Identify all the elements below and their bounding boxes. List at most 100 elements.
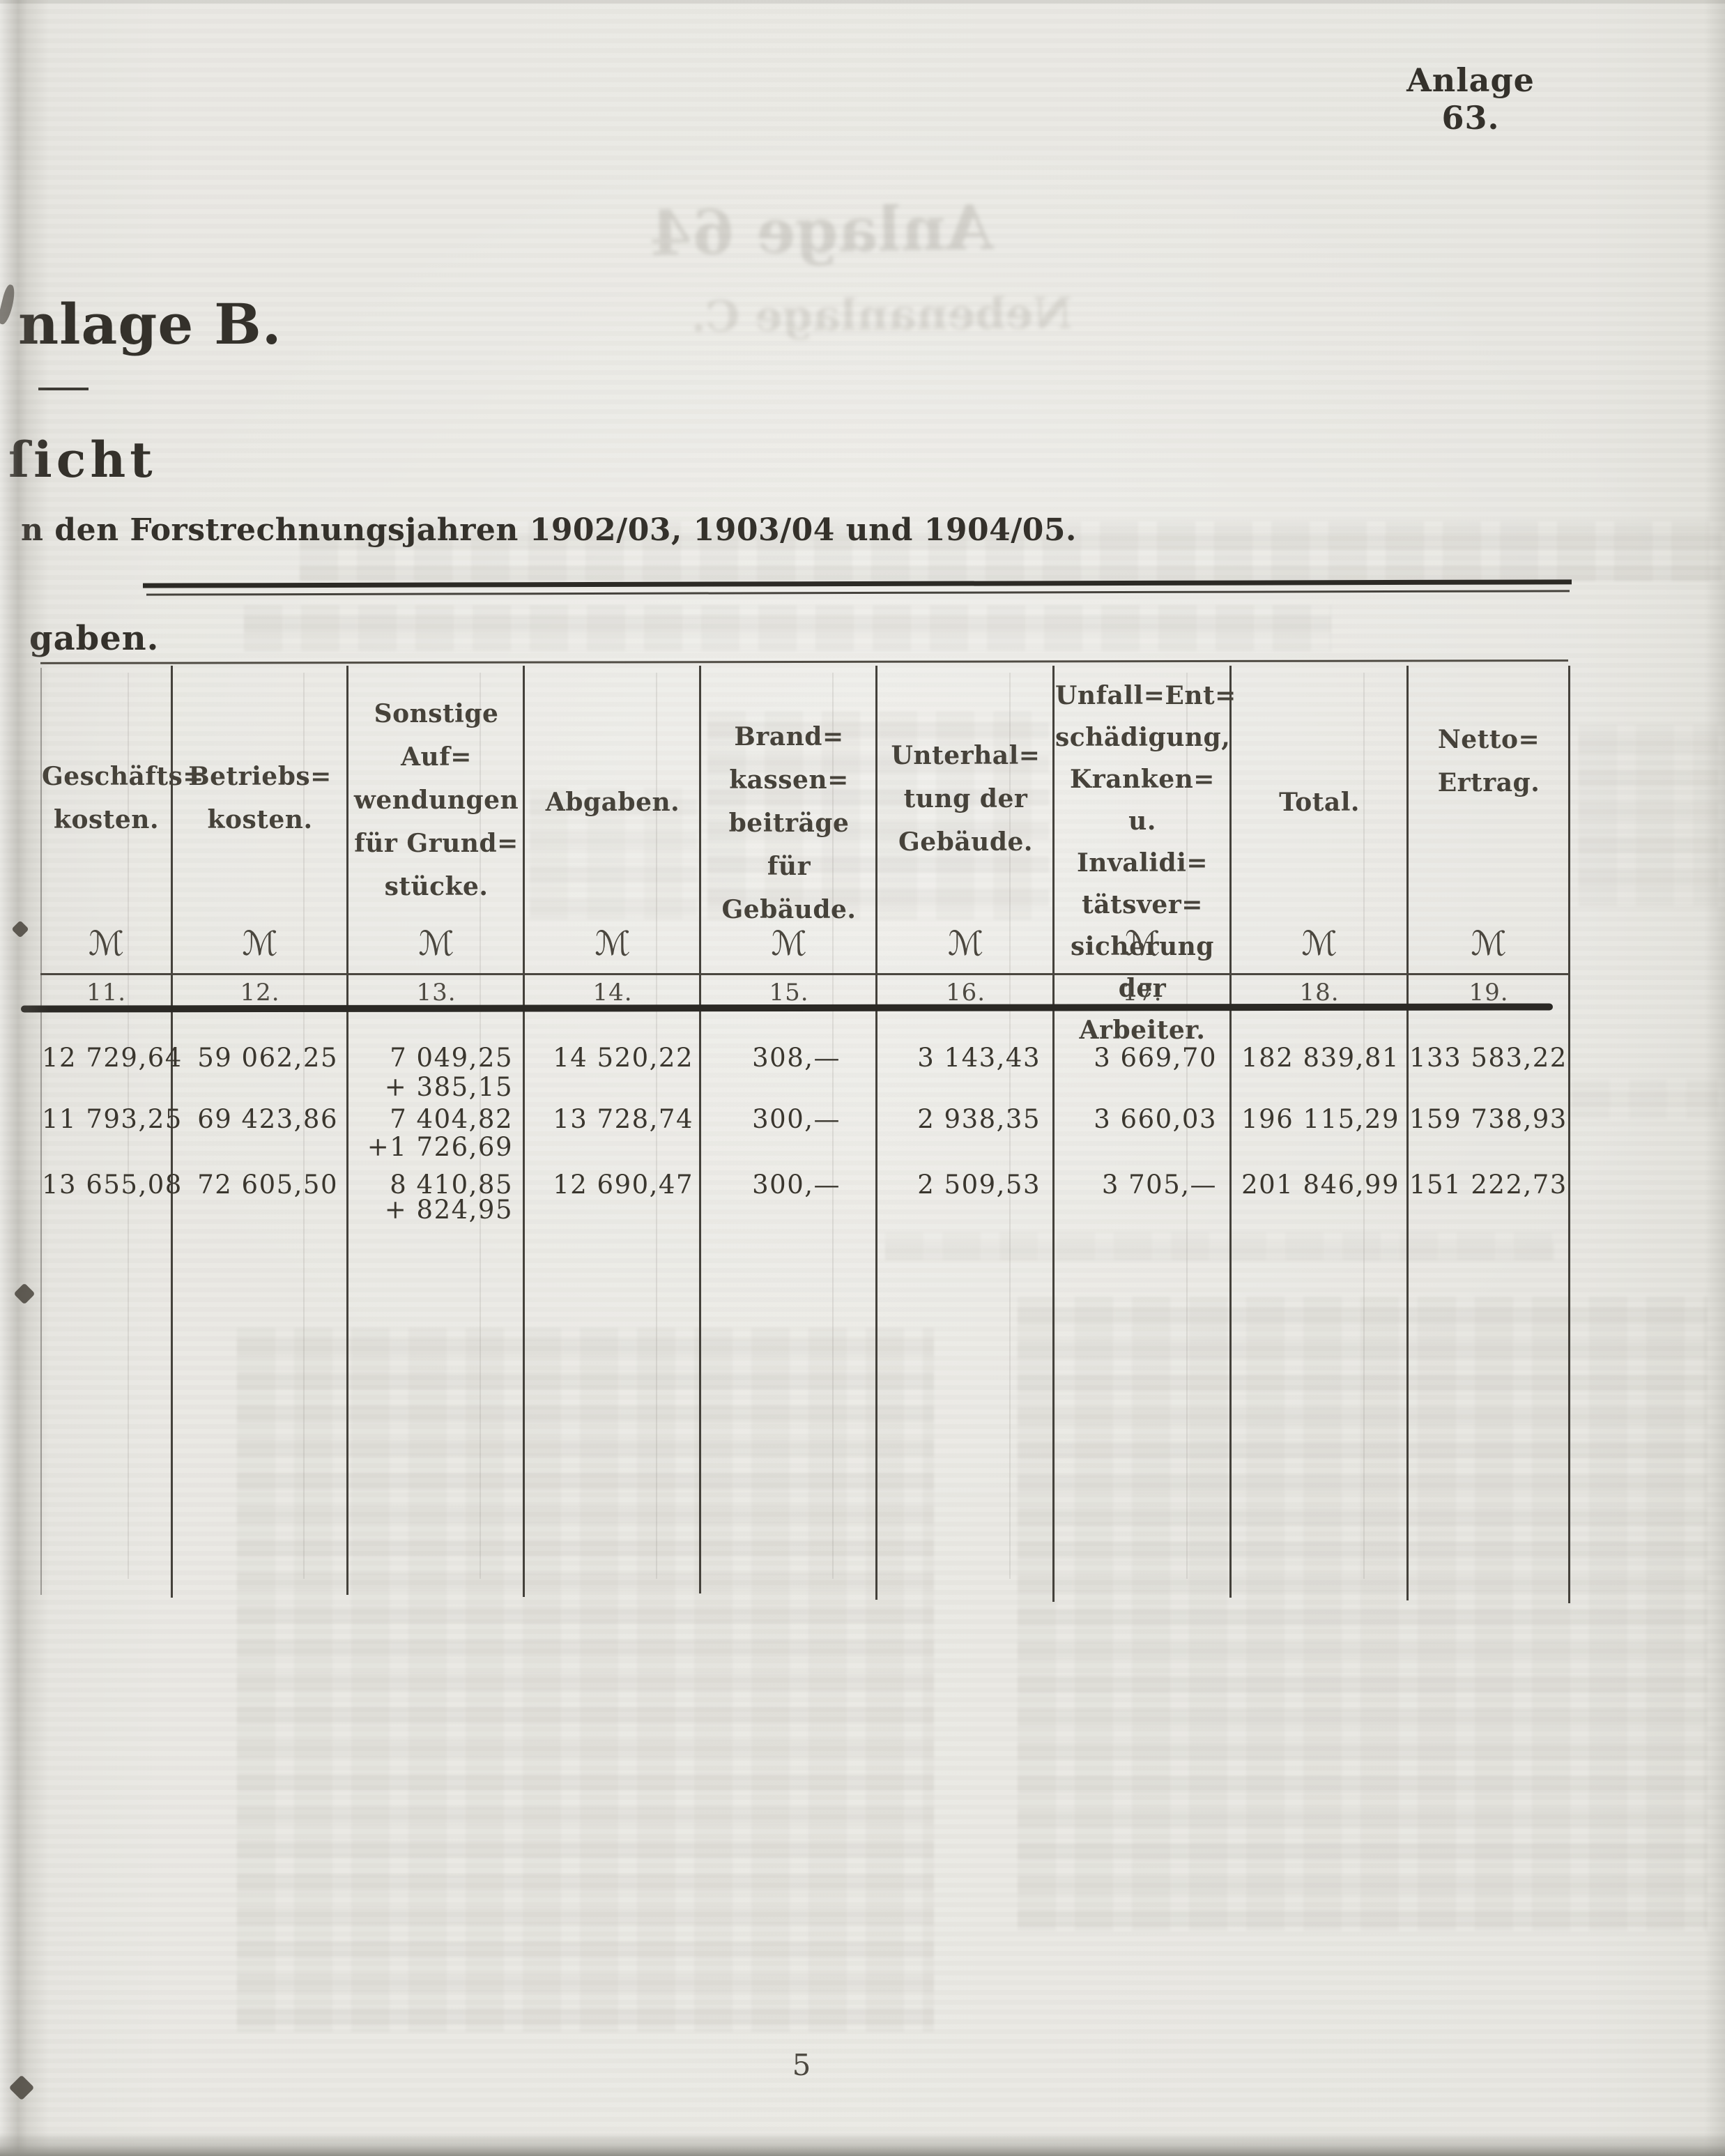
bleedthrough-column-line — [832, 673, 834, 1579]
table-column-line — [346, 666, 348, 1595]
column-number: 12. — [240, 979, 280, 1007]
cell-total: 196 115,29 — [1241, 1104, 1400, 1134]
cell-betriebskosten: 72 605,50 — [197, 1170, 338, 1200]
cell-netto: 159 738,93 — [1409, 1104, 1567, 1134]
cell-geschaeftskosten: 13 655,08 — [42, 1170, 183, 1200]
page-title-fragment: nlage B. — [18, 291, 282, 357]
bleedthrough-paragraph-right — [1018, 1297, 1708, 1931]
cell-sonstige: 7 404,82 — [390, 1104, 513, 1134]
column-header-unterhaltung-gebaeude: Unterhal= tung der Gebäude. — [891, 741, 1041, 857]
bleedthrough-column-line — [1186, 673, 1188, 1579]
page-fold-shading — [0, 0, 49, 2156]
cell-brandkassen: 300,— — [752, 1170, 841, 1200]
scan-edge-top — [0, 0, 1725, 3]
cell-unfall: 3 705,— — [1101, 1170, 1217, 1200]
column-number: 14. — [592, 979, 633, 1007]
bleedthrough-column-line — [656, 673, 657, 1579]
cell-betriebskosten: 59 062,25 — [197, 1043, 338, 1073]
column-header-abgaben: Abgaben. — [545, 788, 680, 817]
cell-geschaeftskosten: 11 793,25 — [42, 1104, 183, 1134]
table-right-border — [1568, 666, 1570, 1603]
bleedthrough-text-lines — [300, 521, 1722, 581]
table-header-top-rule — [40, 659, 1569, 664]
table-column-line — [1052, 666, 1055, 1602]
column-header-geschaeftskosten: Geschäfts= kosten. — [42, 762, 204, 834]
cell-total: 201 846,99 — [1241, 1170, 1400, 1200]
bleedthrough-column-line — [303, 673, 305, 1579]
cell-netto: 133 583,22 — [1409, 1043, 1567, 1073]
column-header-sonstige-aufwendungen: Sonstige Auf= wendungen für Grund= stück… — [353, 699, 519, 901]
currency-mark: ℳ — [771, 924, 807, 963]
column-header-betriebskosten: Betriebs= kosten. — [188, 762, 332, 834]
table-column-line — [1229, 666, 1232, 1598]
table-column-line — [171, 666, 173, 1598]
column-number: 13. — [416, 979, 457, 1007]
column-number: 16. — [945, 979, 986, 1007]
cell-sonstige: 8 410,85 — [390, 1170, 513, 1200]
cell-brandkassen: 308,— — [752, 1043, 841, 1073]
bleedthrough-column-line — [480, 673, 481, 1579]
bleedthrough-text-lines — [530, 788, 697, 920]
column-number: 11. — [86, 979, 127, 1007]
currency-mark: ℳ — [1301, 924, 1337, 963]
scan-edge-bottom — [0, 2132, 1725, 2156]
currency-mark: ℳ — [1124, 924, 1160, 963]
column-number: 18. — [1299, 979, 1340, 1007]
bleedthrough-text-lines — [707, 711, 1049, 920]
column-header-unfall-versicherung: Unfall=Ent= schädigung, Kranken= u. Inva… — [1055, 681, 1236, 1045]
table-column-line — [1406, 666, 1409, 1600]
bleedthrough-text-lines — [244, 605, 1331, 651]
cell-abgaben: 13 728,74 — [553, 1104, 693, 1134]
bleedthrough-column-line — [1009, 673, 1011, 1579]
cell-unterhaltung: 2 938,35 — [917, 1104, 1041, 1134]
table-column-line — [699, 666, 701, 1593]
bleedthrough-text-lines — [885, 1232, 1554, 1260]
cell-sonstige-zusatz: +1 726,69 — [367, 1132, 513, 1162]
cell-brandkassen: 300,— — [752, 1104, 841, 1134]
cell-sonstige-zusatz: + 824,95 — [384, 1195, 513, 1225]
currency-mark: ℳ — [595, 924, 631, 963]
cell-abgaben: 14 520,22 — [553, 1043, 693, 1073]
column-header-netto-ertrag: Netto= Ertrag. — [1437, 725, 1540, 797]
period-line: n den Forstrechnungsjahren 1902/03, 1903… — [21, 512, 1077, 548]
column-number: 19. — [1469, 979, 1509, 1007]
double-rule-thin — [146, 590, 1570, 596]
bleedthrough-subheading: Nebenanlage C. — [691, 287, 1073, 342]
column-number: 17. — [1122, 979, 1163, 1007]
bleedthrough-column-line — [1363, 673, 1365, 1579]
cell-total: 182 839,81 — [1241, 1043, 1400, 1073]
bleedthrough-heading: Anlage 64 — [648, 191, 994, 270]
bleedthrough-paragraph-left — [237, 1328, 934, 2032]
cell-unfall: 3 669,70 — [1094, 1043, 1217, 1073]
bleedthrough-text-lines — [1579, 725, 1718, 906]
column-number: 15. — [769, 979, 809, 1007]
table-column-line — [875, 666, 877, 1600]
page-subtitle-fragment: ſicht — [8, 431, 157, 489]
table-column-line — [523, 666, 525, 1597]
cell-unterhaltung: 3 143,43 — [917, 1043, 1041, 1073]
currency-mark: ℳ — [1471, 924, 1507, 963]
cell-unfall: 3 660,03 — [1094, 1104, 1217, 1134]
scan-edge-right — [1704, 0, 1725, 2156]
currency-mark: ℳ — [242, 924, 278, 963]
column-header-total: Total. — [1279, 788, 1360, 817]
heavy-divider-rule — [20, 1003, 1554, 1013]
table-left-border — [40, 668, 42, 1595]
bleedthrough-text-lines — [1572, 1079, 1718, 1119]
bleedthrough-column-line — [128, 673, 129, 1579]
cell-sonstige: 7 049,25 — [390, 1043, 513, 1073]
cell-netto: 151 222,73 — [1409, 1170, 1567, 1200]
cell-sonstige-zusatz: + 385,15 — [384, 1072, 513, 1102]
currency-mark: ℳ — [947, 924, 984, 963]
page-number: 5 — [792, 2048, 811, 2082]
cell-unterhaltung: 2 509,53 — [917, 1170, 1041, 1200]
cell-abgaben: 12 690,47 — [553, 1170, 693, 1200]
currency-divider-rule — [40, 973, 1570, 975]
corner-label: Anlage 63. — [1406, 61, 1535, 137]
currency-mark: ℳ — [418, 924, 454, 963]
currency-mark: ℳ — [88, 924, 125, 963]
cell-geschaeftskosten: 12 729,64 — [42, 1043, 183, 1073]
cell-betriebskosten: 69 423,86 — [197, 1104, 338, 1134]
title-underline-rule — [38, 388, 89, 390]
